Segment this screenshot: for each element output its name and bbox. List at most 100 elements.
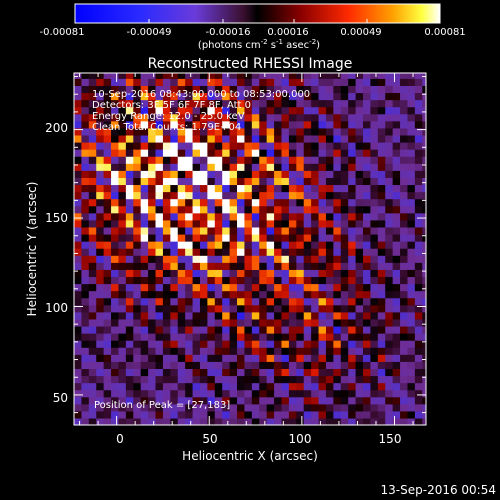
heatmap-cell [385, 92, 394, 101]
heatmap-cell [111, 205, 120, 214]
heatmap-cell [177, 212, 186, 221]
heatmap-cell [125, 368, 134, 377]
heatmap-cell [162, 325, 171, 334]
heatmap-cell [207, 262, 216, 270]
heatmap-cell [407, 382, 416, 391]
heatmap-cell [296, 106, 305, 115]
heatmap-cell [370, 233, 379, 242]
heatmap-cell [81, 184, 90, 193]
heatmap-cell [88, 396, 97, 405]
heatmap-cell [303, 219, 312, 228]
heatmap-cell [148, 163, 157, 171]
heatmap-cell [377, 226, 386, 235]
heatmap-cell [74, 134, 83, 143]
heatmap-cell [303, 382, 312, 391]
heatmap-cell [274, 361, 283, 369]
heatmap-cell [199, 205, 208, 214]
heatmap-cell [207, 184, 216, 193]
heatmap-cell [229, 389, 238, 398]
heatmap-cell [392, 417, 401, 425]
heatmap-cell [125, 184, 134, 193]
heatmap-cell [318, 354, 327, 362]
heatmap-cell [259, 276, 268, 285]
heatmap-cell [118, 417, 127, 425]
heatmap-cell [318, 248, 327, 256]
heatmap-cell [111, 141, 120, 150]
heatmap-cell [407, 92, 416, 101]
heatmap-cell [318, 120, 327, 129]
heatmap-cell [111, 191, 120, 200]
heatmap-cell [407, 417, 416, 425]
heatmap-cell [348, 212, 357, 221]
heatmap-cell [177, 191, 186, 200]
heatmap-cell [385, 120, 394, 129]
heatmap-cell [185, 340, 194, 348]
heatmap-cell [251, 134, 260, 143]
heatmap-cell [370, 156, 379, 164]
heatmap-cell [118, 92, 127, 101]
heatmap-cell [348, 156, 357, 164]
heatmap-cell [162, 134, 171, 143]
heatmap-cell [392, 382, 401, 391]
heatmap-cell [303, 354, 312, 362]
heatmap-cell [199, 92, 208, 101]
heatmap-cell [140, 248, 149, 256]
heatmap-cell [237, 290, 246, 299]
heatmap-cell [288, 134, 297, 143]
heatmap-cell [400, 325, 409, 334]
heatmap-cell [177, 156, 186, 164]
heatmap-cell [237, 304, 246, 313]
heatmap-cell [281, 347, 290, 355]
heatmap-cell [251, 340, 260, 348]
heatmap-cell [222, 248, 231, 256]
heatmap-cell [311, 311, 320, 320]
heatmap-cell [237, 177, 246, 186]
heatmap-cell [274, 354, 283, 362]
heatmap-cell [370, 311, 379, 320]
heatmap-cell [199, 262, 208, 270]
heatmap-cell [214, 73, 223, 79]
heatmap-cell [340, 318, 349, 327]
heatmap-cell [274, 255, 283, 263]
heatmap-cell [281, 127, 290, 136]
heatmap-cell [340, 170, 349, 178]
heatmap-cell [251, 410, 260, 419]
heatmap-cell [96, 283, 105, 292]
heatmap-cell [355, 113, 364, 122]
heatmap-cell [251, 347, 260, 355]
heatmap-cell [192, 212, 201, 221]
heatmap-cell [177, 340, 186, 348]
heatmap-cell [148, 92, 157, 101]
heatmap-cell [207, 73, 216, 79]
heatmap-cell [303, 134, 312, 143]
heatmap-cell [125, 389, 134, 398]
heatmap-cell [118, 347, 127, 355]
heatmap-cell [392, 99, 401, 108]
heatmap-cell [207, 170, 216, 178]
heatmap-cell [237, 347, 246, 355]
heatmap-cell [140, 134, 149, 143]
heatmap-cell [199, 354, 208, 362]
heatmap-cell [363, 184, 372, 193]
heatmap-cell [288, 184, 297, 193]
heatmap-cell [96, 198, 105, 207]
heatmap-cell [207, 92, 216, 101]
heatmap-cell [207, 311, 216, 320]
heatmap-cell [170, 262, 179, 270]
heatmap-cell [318, 106, 327, 115]
heatmap-cell [251, 177, 260, 186]
heatmap-cell [170, 170, 179, 178]
heatmap-cell [74, 170, 83, 178]
heatmap-cell [74, 241, 83, 249]
heatmap-cell [199, 219, 208, 228]
heatmap-cell [185, 120, 194, 129]
heatmap-cell [74, 198, 83, 207]
heatmap-cell [133, 163, 142, 171]
heatmap-cell [88, 191, 97, 200]
heatmap-cell [407, 368, 416, 377]
heatmap-cell [355, 318, 364, 327]
heatmap-cell [288, 120, 297, 129]
heatmap-cell [259, 361, 268, 369]
heatmap-cell [88, 127, 97, 136]
heatmap-cell [266, 134, 275, 143]
